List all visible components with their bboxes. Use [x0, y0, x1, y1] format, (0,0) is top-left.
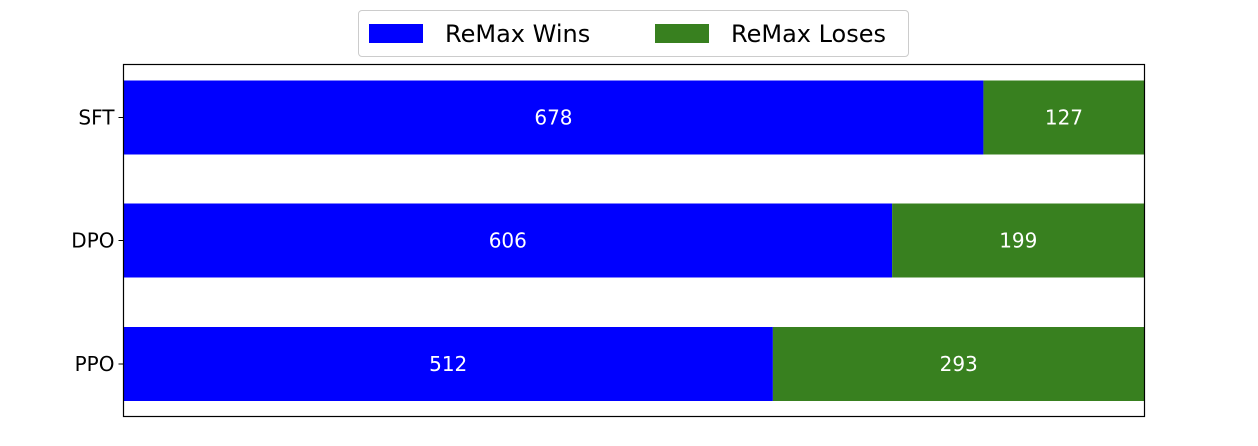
legend-label-wins: ReMax Wins [445, 19, 591, 48]
bar-label-sft-loses: 127 [1045, 106, 1083, 130]
bars-layer: 678 127 606 199 512 293 [123, 80, 1145, 401]
legend: ReMax Wins ReMax Loses [358, 10, 909, 57]
y-tick-label-ppo: PPO [75, 352, 115, 376]
bar-label-dpo-loses: 199 [999, 229, 1037, 253]
legend-swatch-wins [369, 24, 423, 43]
bar-dpo-loses [892, 203, 1145, 278]
y-tick-label-dpo: DPO [71, 229, 114, 253]
bar-label-sft-wins: 678 [534, 106, 572, 130]
bar-ppo-loses [772, 327, 1145, 401]
bar-sft-loses [983, 80, 1145, 155]
plot-frame [122, 63, 1146, 418]
bar-label-ppo-wins: 512 [429, 352, 467, 376]
legend-label-loses: ReMax Loses [731, 19, 887, 48]
bar-label-dpo-wins: 606 [489, 229, 527, 253]
bar-ppo-wins [123, 327, 773, 401]
y-axis-labels: SFT DPO PPO [71, 106, 124, 376]
bar-sft-wins [123, 80, 984, 155]
legend-item-wins: ReMax Wins [369, 11, 590, 56]
bar-dpo-wins [123, 203, 893, 278]
y-tick-label-sft: SFT [78, 106, 115, 130]
bar-label-ppo-loses: 293 [940, 352, 978, 376]
legend-swatch-loses [655, 24, 709, 43]
legend-item-loses: ReMax Loses [655, 11, 886, 56]
